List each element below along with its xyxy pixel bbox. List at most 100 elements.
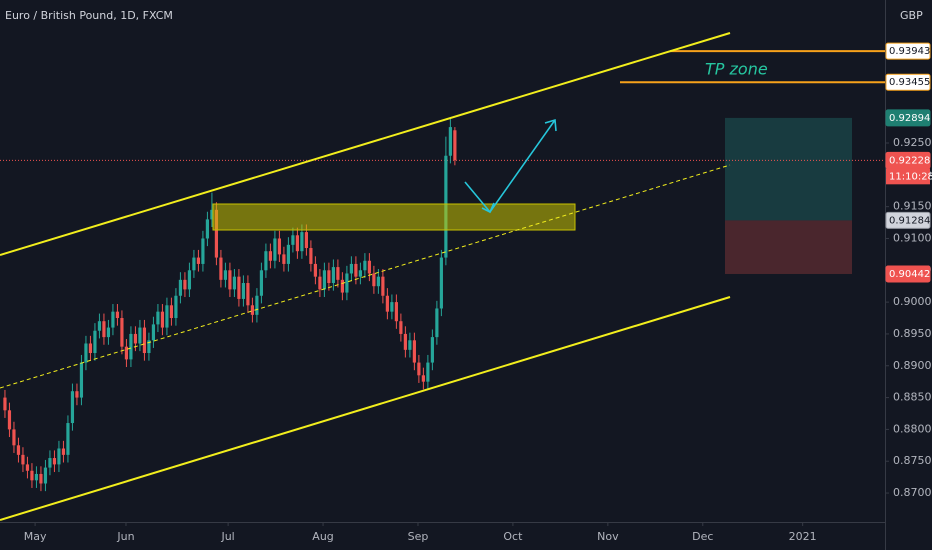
price-tag-label: 0.91284 [889, 215, 930, 226]
candle-body [70, 391, 75, 424]
candle-body [97, 321, 102, 331]
candle-body [7, 410, 12, 430]
x-tick-label: Dec [692, 530, 713, 543]
candle-body [430, 337, 434, 363]
candle-body [421, 375, 425, 382]
candle-body [219, 257, 223, 280]
candle-body [412, 340, 416, 363]
drawings: TP zone [0, 32, 768, 521]
candle-body [16, 445, 21, 455]
x-tick-label: Oct [503, 530, 523, 543]
x-tick-label: 2021 [789, 530, 817, 543]
upper-channel-line [0, 32, 731, 256]
candle-body [282, 254, 286, 264]
candle-body [84, 343, 88, 363]
candle-body [223, 270, 228, 280]
candle-body [255, 295, 259, 315]
arrow-head [544, 118, 557, 132]
candle-body [291, 235, 295, 245]
price-tag-label: 0.90442 [889, 269, 930, 280]
candle-body [408, 340, 412, 350]
candle-body [304, 232, 308, 249]
candle-body [268, 251, 273, 261]
candle-body [12, 429, 16, 446]
candle-body [66, 423, 70, 455]
candle-body [30, 470, 34, 481]
candle-body [273, 238, 277, 261]
candle-body [385, 295, 389, 312]
candle-body [205, 219, 210, 239]
candle-body [25, 464, 30, 471]
price-tag-label: 0.93943 [889, 46, 930, 57]
candle-body [448, 127, 452, 156]
candle-body [237, 276, 241, 299]
mid-channel-line [0, 164, 731, 389]
candle-body [187, 270, 192, 290]
candle-body [147, 340, 151, 354]
price-tag [885, 211, 931, 229]
candle-body [169, 305, 174, 319]
resistance-zone [212, 203, 576, 231]
candle-body [48, 458, 52, 468]
candle-body [358, 270, 362, 277]
countdown-tag [886, 168, 930, 185]
candle-body [120, 318, 124, 347]
candle-body [79, 362, 84, 398]
candle-body [453, 130, 457, 161]
candle-body [156, 311, 160, 325]
candle-body [178, 279, 183, 296]
candle-body [52, 458, 57, 465]
candle-body [259, 270, 264, 296]
candle-body [165, 305, 169, 328]
y-tick-label: 0.92500 [893, 136, 932, 149]
candle-body [39, 473, 43, 484]
candle-body [277, 238, 282, 255]
candle-body [250, 305, 255, 315]
candle-body [151, 324, 156, 341]
candle-body [61, 448, 66, 455]
x-tick-label: Nov [597, 530, 619, 543]
candle-body [241, 283, 246, 299]
candle-body [160, 311, 165, 328]
candle-body [295, 235, 299, 252]
candle-body [313, 263, 317, 277]
x-tick-label: Aug [312, 530, 333, 543]
candle-body [390, 302, 394, 312]
candle-body [417, 362, 421, 376]
candle-body [43, 467, 48, 484]
candle-body [75, 391, 79, 398]
countdown: 11:10:28 [889, 171, 932, 182]
loss-zone [725, 220, 852, 274]
candle-body [102, 321, 106, 338]
candle-body [133, 333, 138, 344]
candle-body [246, 283, 250, 306]
candle-body [34, 473, 39, 481]
candle-body [124, 346, 129, 360]
price-tag [885, 42, 931, 60]
candle-body [192, 257, 196, 271]
candle-body [322, 270, 326, 290]
price-tag [885, 265, 931, 283]
candle-body [381, 276, 385, 296]
candle-body [129, 333, 133, 360]
x-tick-label: Jul [220, 530, 234, 543]
candle-body [336, 267, 340, 280]
candle-body [196, 257, 201, 264]
candle-body [57, 448, 61, 465]
price-tag-label: 0.92228 [889, 155, 930, 166]
candle-body [142, 327, 147, 354]
price-tag [885, 73, 931, 91]
candle-body [174, 295, 178, 319]
candle-body [376, 276, 380, 287]
candle-body [93, 330, 97, 354]
candle-body [426, 362, 430, 382]
candle-body [201, 238, 205, 264]
